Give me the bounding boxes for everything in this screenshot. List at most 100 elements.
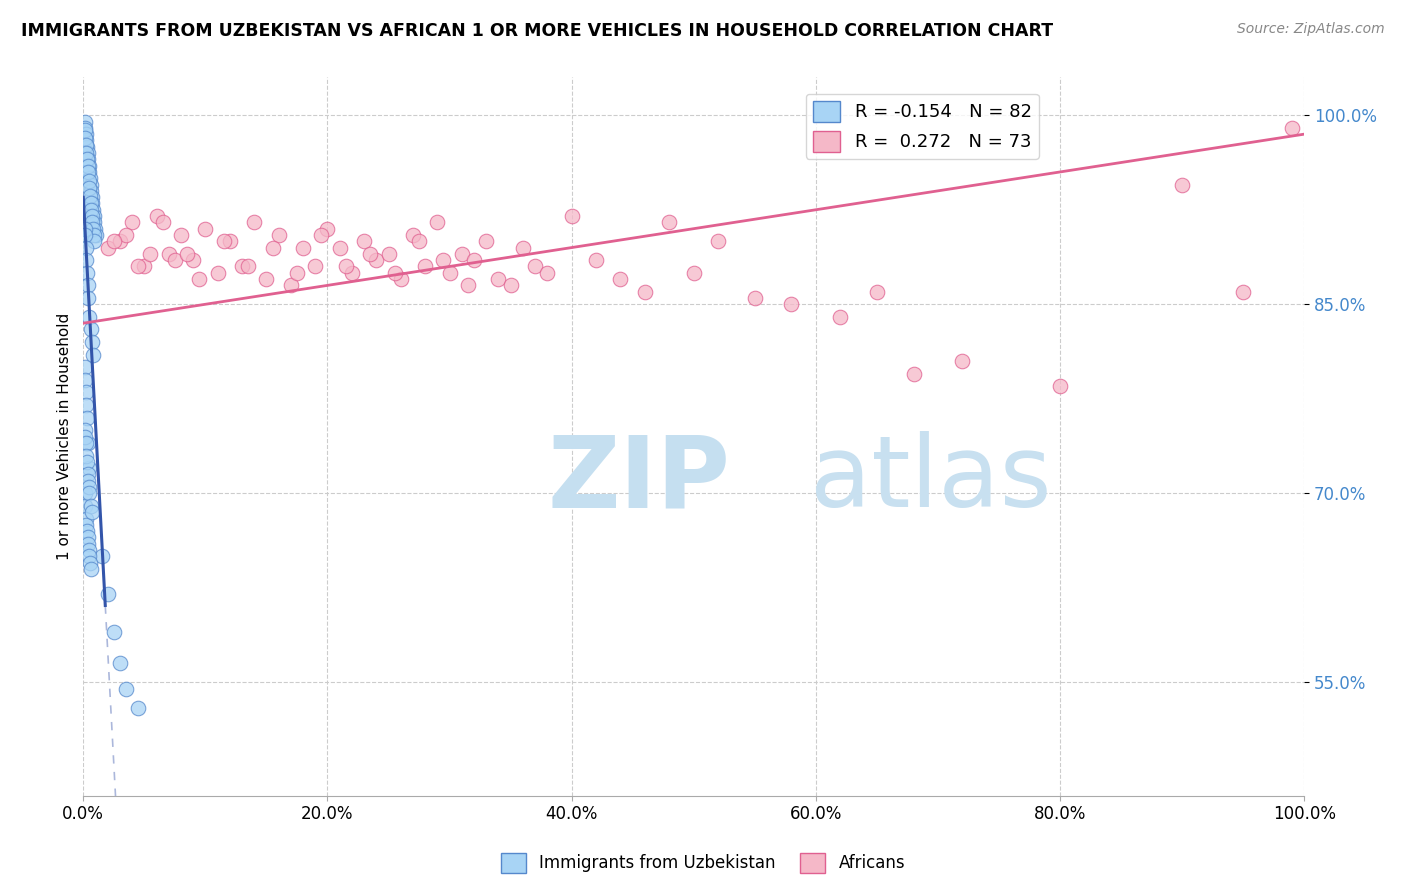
Point (359, 247, 381, 261)
Point (79, 461, 101, 475)
Point (77, 436, 100, 450)
Text: IMMIGRANTS FROM UZBEKISTAN VS AFRICAN 1 OR MORE VEHICLES IN HOUSEHOLD CORRELATIO: IMMIGRANTS FROM UZBEKISTAN VS AFRICAN 1 … (21, 22, 1053, 40)
Text: ZIP: ZIP (547, 431, 730, 528)
Point (75, 429, 97, 443)
Point (76, 278, 98, 293)
Point (524, 260, 547, 274)
Point (499, 278, 522, 293)
Point (73, 221, 96, 235)
Point (83, 227, 105, 242)
Point (97, 241, 120, 255)
Point (79, 322, 101, 336)
Point (115, 681, 138, 696)
Point (77, 174, 100, 188)
Point (76, 467, 98, 482)
Legend: Immigrants from Uzbekistan, Africans: Immigrants from Uzbekistan, Africans (494, 847, 912, 880)
Point (254, 272, 277, 286)
Point (830, 310, 852, 324)
Point (79, 196, 101, 211)
Point (1232, 285, 1254, 299)
Point (84, 227, 107, 242)
Point (658, 215, 681, 229)
Point (79, 178, 101, 192)
Point (366, 253, 388, 268)
Point (408, 234, 430, 248)
Point (79, 556, 101, 570)
Point (76, 524, 98, 538)
Point (76, 410, 98, 425)
Point (75, 436, 97, 450)
Point (609, 272, 631, 286)
Point (634, 285, 657, 299)
Point (866, 285, 889, 299)
Point (384, 266, 406, 280)
Point (127, 700, 149, 714)
Point (79, 562, 101, 576)
Point (79, 549, 101, 564)
Point (389, 272, 412, 286)
Point (76, 146, 98, 161)
Point (76, 159, 98, 173)
Point (83, 209, 105, 223)
Point (157, 247, 180, 261)
Legend: R = -0.154   N = 82, R =  0.272   N = 73: R = -0.154 N = 82, R = 0.272 N = 73 (806, 94, 1039, 159)
Point (73, 423, 96, 437)
Point (108, 234, 131, 248)
Point (1171, 178, 1194, 192)
Point (744, 291, 766, 305)
Point (73, 114, 96, 128)
Point (231, 260, 253, 274)
Point (127, 260, 149, 274)
Point (163, 253, 186, 268)
Point (115, 227, 138, 242)
Point (73, 123, 96, 137)
Point (439, 266, 461, 280)
Point (82, 348, 104, 362)
Point (82, 221, 104, 235)
Point (82, 202, 104, 217)
Point (181, 253, 204, 268)
Point (77, 159, 100, 173)
Point (486, 272, 509, 286)
Point (76, 530, 98, 544)
Point (76, 266, 98, 280)
Point (79, 486, 101, 500)
Point (79, 499, 101, 513)
Point (75, 146, 97, 161)
Point (340, 266, 363, 280)
Point (316, 221, 339, 235)
Point (103, 624, 125, 639)
Point (73, 486, 96, 500)
Point (152, 215, 174, 229)
Point (950, 354, 973, 368)
Point (82, 196, 104, 211)
Point (77, 165, 100, 179)
Point (80, 190, 103, 204)
Point (75, 398, 97, 412)
Point (536, 266, 558, 280)
Point (194, 221, 217, 235)
Point (176, 247, 198, 261)
Point (682, 266, 704, 280)
Point (90, 549, 112, 564)
Point (80, 202, 103, 217)
Point (75, 120, 97, 135)
Point (243, 215, 266, 229)
Point (103, 234, 125, 248)
Y-axis label: 1 or more Vehicles in Household: 1 or more Vehicles in Household (58, 313, 72, 560)
Point (79, 181, 101, 195)
Point (512, 241, 534, 255)
Point (77, 537, 100, 551)
Point (463, 253, 485, 268)
Point (134, 260, 156, 274)
Point (377, 247, 399, 261)
Point (83, 234, 105, 248)
Point (80, 184, 103, 198)
Point (77, 153, 100, 167)
Point (97, 587, 120, 601)
Point (335, 260, 357, 274)
Point (75, 253, 97, 268)
Text: atlas: atlas (810, 431, 1052, 528)
Point (145, 209, 167, 223)
Point (75, 373, 97, 387)
